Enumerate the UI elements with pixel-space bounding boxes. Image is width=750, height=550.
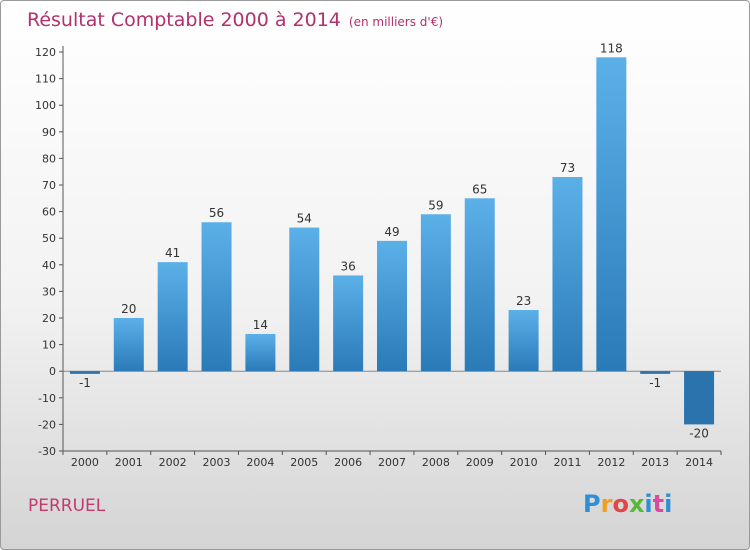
- data-label: -20: [689, 426, 709, 440]
- chart-subtitle: (en milliers d'€): [348, 15, 444, 29]
- data-label: 20: [121, 302, 136, 316]
- bar: [113, 318, 144, 372]
- data-label: -1: [649, 376, 661, 390]
- x-tick-label: 2007: [378, 456, 406, 469]
- data-label: 65: [472, 182, 487, 196]
- data-label: 118: [600, 41, 623, 55]
- x-tick-label: 2008: [422, 456, 450, 469]
- data-label: 49: [384, 225, 399, 239]
- bar: [420, 214, 451, 372]
- y-tick-label: 70: [42, 179, 56, 192]
- data-label: 41: [165, 246, 180, 260]
- x-tick-label: 2010: [510, 456, 538, 469]
- x-tick-label: 2011: [553, 456, 581, 469]
- bar: [640, 371, 671, 374]
- x-tick-label: 2013: [641, 456, 669, 469]
- bar: [596, 57, 627, 372]
- logo-letter: r: [600, 490, 613, 518]
- proxiti-logo: Proxiti: [583, 490, 672, 518]
- y-tick-label: 30: [42, 285, 56, 298]
- logo-letter: x: [628, 490, 645, 518]
- x-tick-label: 2002: [159, 456, 187, 469]
- y-tick-label: -20: [38, 418, 56, 431]
- x-tick-label: 2000: [71, 456, 99, 469]
- y-tick-label: 90: [42, 126, 56, 139]
- y-tick-label: 120: [35, 46, 56, 59]
- x-tick-label: 2004: [246, 456, 274, 469]
- y-tick-label: 20: [42, 312, 56, 325]
- data-label: 59: [428, 198, 443, 212]
- x-tick-label: 2014: [685, 456, 713, 469]
- logo-letter: i: [644, 490, 653, 518]
- bar: [464, 198, 495, 372]
- data-label: 54: [297, 212, 312, 226]
- y-tick-label: -30: [38, 445, 56, 458]
- bar: [69, 371, 100, 374]
- bar: [684, 371, 715, 425]
- data-label: 56: [209, 206, 224, 220]
- y-tick-label: 80: [42, 152, 56, 165]
- logo-letter: t: [652, 490, 665, 518]
- bar: [157, 262, 188, 372]
- y-tick-label: 50: [42, 232, 56, 245]
- x-tick-label: 2005: [290, 456, 318, 469]
- bar: [201, 222, 232, 372]
- chart-title-text: Résultat Comptable 2000 à 2014: [27, 9, 341, 31]
- y-tick-label: 60: [42, 206, 56, 219]
- logo-letter: o: [612, 490, 629, 518]
- bar: [508, 310, 539, 372]
- x-tick-label: 2009: [466, 456, 494, 469]
- y-tick-label: 100: [35, 99, 56, 112]
- y-tick-label: 110: [35, 73, 56, 86]
- y-tick-label: -10: [38, 392, 56, 405]
- bar: [333, 275, 364, 372]
- logo-letter: i: [664, 490, 673, 518]
- bar: [289, 227, 320, 372]
- town-name: PERRUEL: [28, 496, 106, 516]
- chart-title: Résultat Comptable 2000 à 2014 (en millie…: [27, 9, 443, 31]
- bar: [377, 240, 407, 372]
- data-label: 73: [560, 161, 575, 175]
- logo-letter: P: [583, 490, 601, 518]
- data-label: 23: [516, 294, 531, 308]
- x-tick-label: 2001: [115, 456, 143, 469]
- x-tick-label: 2003: [203, 456, 231, 469]
- bar: [552, 177, 583, 372]
- bar: [245, 333, 276, 372]
- y-tick-label: 40: [42, 259, 56, 272]
- data-label: 36: [340, 259, 355, 273]
- x-tick-label: 2012: [597, 456, 625, 469]
- data-label: 14: [253, 318, 268, 332]
- y-tick-label: 10: [42, 339, 56, 352]
- y-tick-label: 0: [49, 365, 56, 378]
- data-label: -1: [79, 376, 91, 390]
- x-tick-label: 2006: [334, 456, 362, 469]
